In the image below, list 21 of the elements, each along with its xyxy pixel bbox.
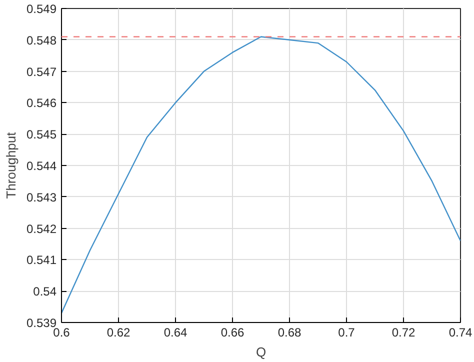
x-axis-title: Q [256, 344, 266, 360]
y-tick-label: 0.544 [26, 159, 57, 173]
x-tick-label: 0.66 [220, 326, 245, 340]
y-axis-title: Throughput [3, 132, 18, 199]
x-tick-label: 0.68 [278, 326, 302, 340]
x-tick-label: 0.7 [338, 326, 356, 340]
y-tick-label: 0.545 [26, 128, 57, 142]
y-tick-label: 0.54 [33, 284, 57, 299]
x-tick-label: 0.6 [53, 326, 70, 340]
x-tick-label: 0.64 [164, 326, 188, 340]
y-tick-label: 0.547 [26, 64, 57, 79]
x-tick-label: 0.72 [392, 326, 416, 340]
x-tick-label: 0.62 [106, 326, 131, 340]
y-tick-label: 0.546 [26, 96, 57, 110]
y-tick-label: 0.542 [26, 222, 57, 236]
y-tick-label: 0.549 [26, 2, 57, 16]
y-tick-label: 0.548 [26, 33, 57, 48]
x-tick-label: 0.74 [448, 326, 473, 340]
y-tick-label: 0.541 [26, 253, 57, 268]
line-series [62, 36, 460, 314]
y-tick-label: 0.543 [26, 190, 57, 204]
